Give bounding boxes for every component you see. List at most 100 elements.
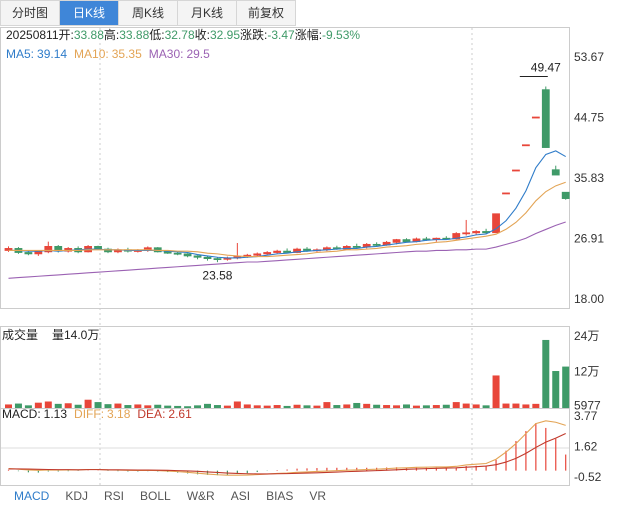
legend-name: MA30: (149, 47, 184, 61)
volume-bar (293, 404, 301, 408)
volume-legend: 量14.0万 (52, 328, 99, 342)
field-label: 高: (104, 27, 119, 42)
volume-bar (263, 405, 271, 408)
legend-name: DEA: (137, 407, 165, 421)
indicator-tab[interactable]: MACD (14, 489, 50, 503)
volume-bar (303, 405, 311, 408)
volume-bar (24, 405, 32, 408)
indicator-tab[interactable]: RSI (104, 489, 125, 503)
candle-body (352, 245, 361, 248)
legend-name: DIFF: (74, 407, 104, 421)
volume-bar (363, 403, 371, 408)
volume-bar (462, 403, 470, 408)
y-tick-label: 35.83 (574, 171, 604, 185)
legend-entry: DEA: 2.61 (137, 407, 192, 421)
volume-bar (84, 399, 92, 408)
indicator-tab[interactable]: BIAS (266, 489, 294, 503)
volume-bar (94, 402, 102, 408)
quote-info: 20250811开:33.88高:33.88低:32.78收:32.95涨跌:-… (6, 27, 360, 42)
candle-body (472, 231, 481, 234)
period-tab[interactable]: 分时图 (0, 0, 60, 26)
candle-body (462, 232, 471, 235)
volume-bar (204, 403, 211, 408)
period-tab[interactable]: 日K线 (60, 0, 119, 26)
y-tick-label: 24万 (574, 329, 599, 343)
panel-title: 成交量 (2, 327, 38, 342)
price-panel (0, 27, 570, 309)
extreme-label: 49.47 (531, 61, 561, 75)
indicator-tab[interactable]: KDJ (65, 489, 89, 503)
field-value: 33.88 (74, 28, 104, 42)
period-tab[interactable]: 周K线 (119, 0, 178, 26)
field-value: 33.88 (119, 28, 149, 42)
candle-body (293, 248, 301, 253)
candle-body (372, 243, 381, 246)
volume-bar (213, 405, 221, 408)
field-label: 低: (149, 28, 164, 42)
candle-body (183, 253, 192, 257)
field-label: 开: (59, 28, 74, 42)
candle-body (512, 169, 520, 172)
volume-bar (442, 404, 450, 408)
volume-bar (64, 403, 72, 408)
volume-bar (552, 371, 560, 408)
volume-bar (164, 405, 172, 408)
period-tab[interactable]: 前复权 (237, 0, 296, 26)
volume-bar (144, 405, 152, 408)
volume-bar (412, 405, 420, 408)
volume-bar (393, 405, 401, 408)
indicator-tab[interactable]: W&R (186, 489, 215, 503)
candle-body (452, 233, 461, 240)
y-tick-label: 18.00 (574, 292, 604, 306)
candle-body (44, 245, 53, 253)
volume-bar (542, 339, 550, 408)
candle-body (34, 251, 43, 255)
legend-value: 3.18 (107, 407, 131, 421)
legend-value: 1.13 (44, 407, 68, 421)
volume-bar (502, 403, 510, 408)
legend-name: MA10: (74, 47, 109, 61)
candle-body (253, 253, 262, 256)
indicator-tab[interactable]: BOLL (140, 489, 171, 503)
y-tick-label: 26.91 (574, 232, 604, 246)
indicator-tabs: MACD KDJ RSI BOLL W&R ASI BIAS VR (6, 486, 334, 506)
volume-bar (124, 405, 132, 408)
volume-bar (313, 405, 321, 408)
y-tick-label: 12万 (574, 365, 599, 379)
date: 20250811 (6, 28, 59, 42)
volume-bar (273, 405, 281, 408)
volume-bar (34, 402, 42, 408)
field-label: 收: (195, 28, 210, 42)
candle-body (213, 258, 222, 261)
volume-bar (532, 403, 540, 408)
candle-body (541, 89, 550, 148)
period-tab[interactable]: 月K线 (178, 0, 237, 26)
legend-value: 2.61 (168, 407, 192, 421)
indicator-line (8, 181, 566, 258)
volume-bar (353, 402, 361, 408)
volume-bar (14, 403, 22, 408)
legend-entry: MA30: 29.5 (149, 47, 210, 61)
legend-entry: MA5: 39.14 (6, 47, 67, 61)
indicator-tab[interactable]: VR (309, 489, 327, 503)
candle-body (342, 245, 351, 250)
field-label: 涨幅: (295, 27, 322, 42)
volume-bar (74, 404, 82, 408)
candle-body (163, 251, 172, 254)
volume-bar (492, 375, 500, 408)
legend-name: MACD: (2, 407, 41, 421)
candle-body (203, 256, 212, 260)
indicator-line (8, 150, 566, 259)
indicator-tab[interactable]: ASI (230, 489, 251, 503)
volume-bar (104, 404, 112, 408)
field-label: 涨跌: (240, 27, 267, 42)
candle-body (561, 191, 570, 199)
candle-body (303, 248, 311, 251)
volume-bar (333, 405, 341, 408)
period-tabs: 分时图 日K线 周K线 月K线 前复权 (0, 0, 296, 26)
y-tick-label: 1.62 (574, 440, 598, 454)
volume-bar (472, 404, 480, 408)
legend-value: 29.5 (186, 47, 210, 61)
candle-body (392, 239, 401, 243)
